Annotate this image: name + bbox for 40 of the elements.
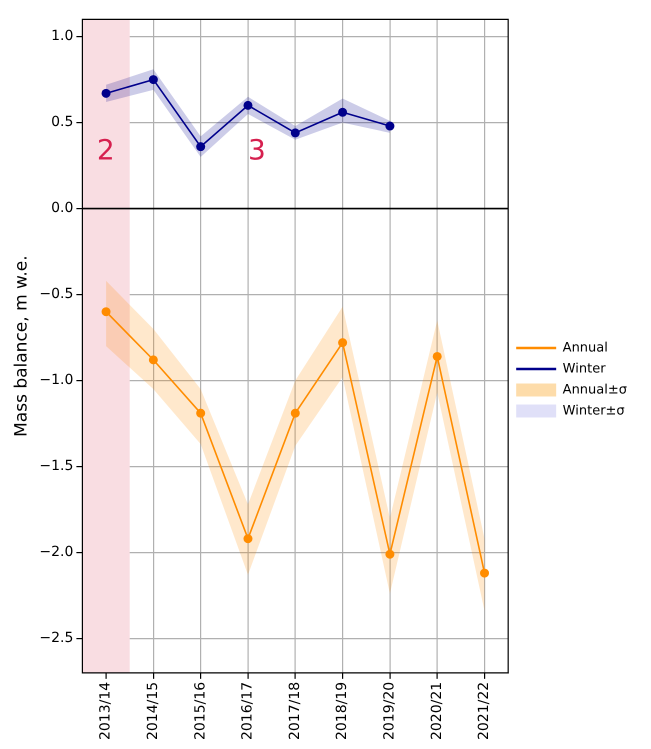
point (338, 338, 348, 348)
x-tick-label: 2016/17 (240, 682, 256, 740)
point (102, 307, 111, 316)
point (432, 352, 442, 361)
point (148, 355, 158, 364)
x-tick-label: 2020/21 (428, 682, 445, 740)
y-tick-label: 0.5 (51, 114, 74, 130)
point (102, 88, 111, 98)
x-tick-label: 2014/15 (145, 682, 161, 740)
point (385, 122, 394, 131)
y-tick-label: −1.0 (39, 372, 74, 388)
point (243, 100, 252, 110)
x-tick-label: 2013/14 (98, 682, 114, 740)
point (148, 75, 158, 84)
legend-label: Winter (562, 361, 606, 376)
legend-label: Annual±σ (562, 382, 628, 398)
x-tick-label: 2021/22 (476, 682, 492, 740)
annotation: 3 (248, 134, 266, 167)
point (385, 550, 394, 559)
point (290, 128, 300, 138)
y-axis-title: Mass balance, m w.e. (12, 255, 32, 437)
point (196, 142, 206, 152)
y-tick-label: −1.5 (39, 458, 74, 474)
y-tick-label: −2.0 (39, 544, 74, 560)
point (290, 408, 300, 418)
y-tick-label: 0.0 (51, 200, 74, 216)
point (480, 568, 490, 578)
point (196, 408, 206, 418)
x-tick-label: 2019/20 (382, 682, 398, 740)
legend-label: Winter±σ (562, 403, 625, 418)
point (243, 534, 252, 544)
legend-label: Annual (562, 340, 608, 356)
x-tick-label: 2015/16 (192, 682, 208, 740)
x-tick-label: 2017/18 (286, 682, 303, 740)
y-tick-label: −2.5 (39, 630, 74, 646)
point (338, 108, 348, 117)
annotation: 2 (96, 134, 115, 167)
y-tick-label: −0.5 (39, 286, 74, 302)
y-tick-label: 1.0 (51, 28, 74, 44)
x-tick-label: 2018/19 (334, 682, 350, 740)
